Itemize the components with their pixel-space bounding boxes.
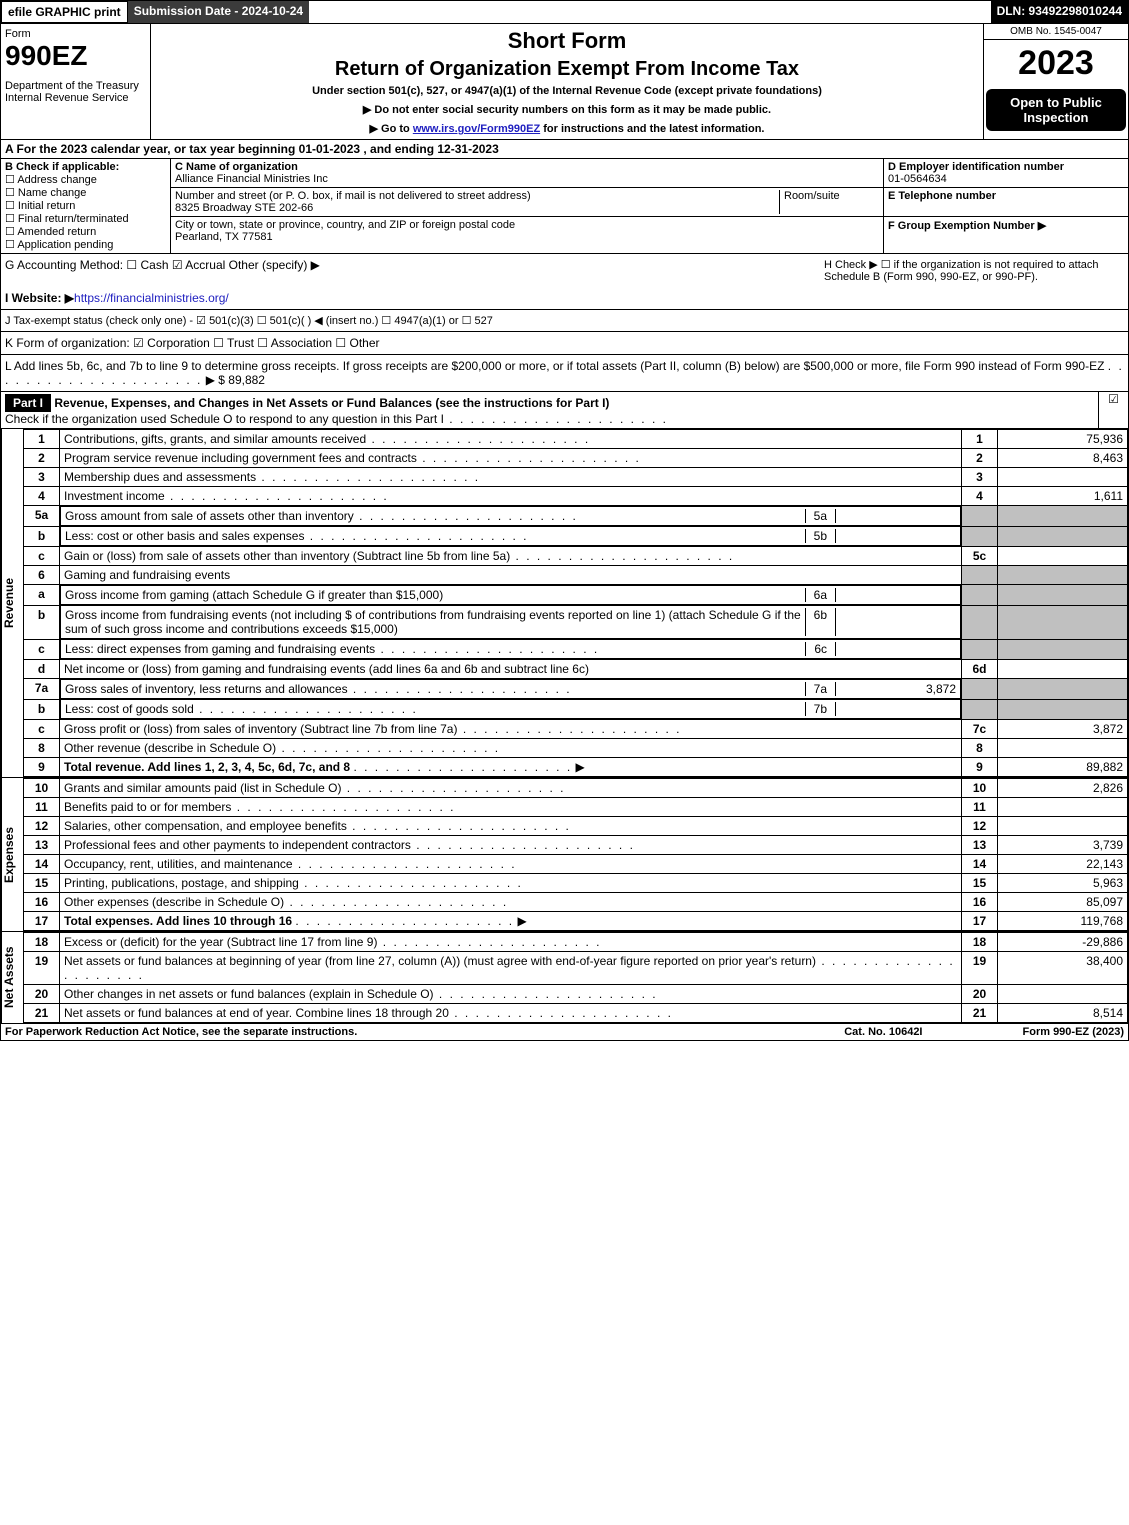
spacer bbox=[309, 1, 990, 23]
title: Return of Organization Exempt From Incom… bbox=[155, 58, 979, 81]
header: Form 990EZ Department of the Treasury In… bbox=[1, 23, 1128, 139]
revenue-table: 1Contributions, gifts, grants, and simil… bbox=[23, 429, 1128, 777]
netassets-table: 18Excess or (deficit) for the year (Subt… bbox=[23, 932, 1128, 1023]
line-K: K Form of organization: ☑ Corporation ☐ … bbox=[1, 331, 1128, 354]
B-amended-return[interactable]: Amended return bbox=[5, 225, 166, 238]
info-row: B Check if applicable: Address change Na… bbox=[1, 158, 1128, 253]
dln: DLN: 93492298010244 bbox=[991, 1, 1128, 23]
col-C: C Name of organizationAlliance Financial… bbox=[171, 159, 883, 253]
col-B: B Check if applicable: Address change Na… bbox=[1, 159, 171, 253]
subtitle: Under section 501(c), 527, or 4947(a)(1)… bbox=[155, 85, 979, 97]
line-J: J Tax-exempt status (check only one) - ☑… bbox=[1, 309, 1128, 331]
B-final-return[interactable]: Final return/terminated bbox=[5, 212, 166, 225]
line-I: I Website: ▶https://financialministries.… bbox=[1, 287, 1128, 309]
instr2: ▶ Go to www.irs.gov/Form990EZ for instru… bbox=[155, 122, 979, 135]
instr1: ▶ Do not enter social security numbers o… bbox=[155, 103, 979, 116]
line-G: G Accounting Method: ☐ Cash ☑ Accrual Ot… bbox=[5, 258, 824, 283]
C-street: Number and street (or P. O. box, if mail… bbox=[171, 188, 883, 217]
topbar: efile GRAPHIC print Submission Date - 20… bbox=[1, 1, 1128, 23]
header-mid: Short Form Return of Organization Exempt… bbox=[151, 24, 983, 139]
expenses-tab: Expenses bbox=[1, 778, 23, 931]
part-I-check[interactable]: ☑ bbox=[1098, 392, 1128, 428]
C-city: City or town, state or province, country… bbox=[171, 217, 883, 245]
expenses-section: Expenses 10Grants and similar amounts pa… bbox=[1, 777, 1128, 931]
footer-catno: Cat. No. 10642I bbox=[844, 1026, 922, 1038]
irs-link[interactable]: www.irs.gov/Form990EZ bbox=[413, 123, 540, 135]
E-phone: E Telephone number bbox=[884, 188, 1128, 217]
efile-print[interactable]: efile GRAPHIC print bbox=[1, 1, 128, 23]
header-right: OMB No. 1545-0047 2023 Open to Public In… bbox=[983, 24, 1128, 139]
short-form: Short Form bbox=[155, 28, 979, 54]
revenue-section: Revenue 1Contributions, gifts, grants, a… bbox=[1, 428, 1128, 777]
F-group: F Group Exemption Number ▶ bbox=[884, 217, 1128, 246]
B-initial-return[interactable]: Initial return bbox=[5, 199, 166, 212]
form-number: 990EZ bbox=[5, 40, 146, 72]
B-name-change[interactable]: Name change bbox=[5, 186, 166, 199]
B-application-pending[interactable]: Application pending bbox=[5, 238, 166, 251]
netassets-tab: Net Assets bbox=[1, 932, 23, 1023]
line-H: H Check ▶ ☐ if the organization is not r… bbox=[824, 258, 1124, 283]
C-name: C Name of organizationAlliance Financial… bbox=[171, 159, 883, 188]
line-G-H: G Accounting Method: ☐ Cash ☑ Accrual Ot… bbox=[1, 253, 1128, 287]
netassets-section: Net Assets 18Excess or (deficit) for the… bbox=[1, 931, 1128, 1023]
header-left: Form 990EZ Department of the Treasury In… bbox=[1, 24, 151, 139]
part-I-header: Part I Revenue, Expenses, and Changes in… bbox=[1, 391, 1128, 428]
website-link[interactable]: https://financialministries.org/ bbox=[74, 291, 229, 305]
line-A: A For the 2023 calendar year, or tax yea… bbox=[1, 139, 1128, 158]
B-label: B Check if applicable: bbox=[5, 161, 166, 173]
omb: OMB No. 1545-0047 bbox=[984, 24, 1128, 40]
D-ein: D Employer identification number01-05646… bbox=[884, 159, 1128, 188]
footer-formno: Form 990-EZ (2023) bbox=[1023, 1026, 1125, 1038]
revenue-tab: Revenue bbox=[1, 429, 23, 777]
submission-date: Submission Date - 2024-10-24 bbox=[128, 1, 309, 23]
B-address-change[interactable]: Address change bbox=[5, 173, 166, 186]
footer: For Paperwork Reduction Act Notice, see … bbox=[1, 1023, 1128, 1040]
line-L: L Add lines 5b, 6c, and 7b to line 9 to … bbox=[1, 354, 1128, 391]
expenses-table: 10Grants and similar amounts paid (list … bbox=[23, 778, 1128, 931]
form-990ez: efile GRAPHIC print Submission Date - 20… bbox=[0, 0, 1129, 1041]
form-label: Form bbox=[5, 28, 146, 40]
col-D: D Employer identification number01-05646… bbox=[883, 159, 1128, 253]
dept: Department of the Treasury Internal Reve… bbox=[5, 80, 146, 104]
open-public: Open to Public Inspection bbox=[986, 89, 1126, 131]
year: 2023 bbox=[984, 40, 1128, 87]
footer-notice: For Paperwork Reduction Act Notice, see … bbox=[5, 1026, 844, 1038]
part-I-label: Part I bbox=[5, 394, 51, 412]
